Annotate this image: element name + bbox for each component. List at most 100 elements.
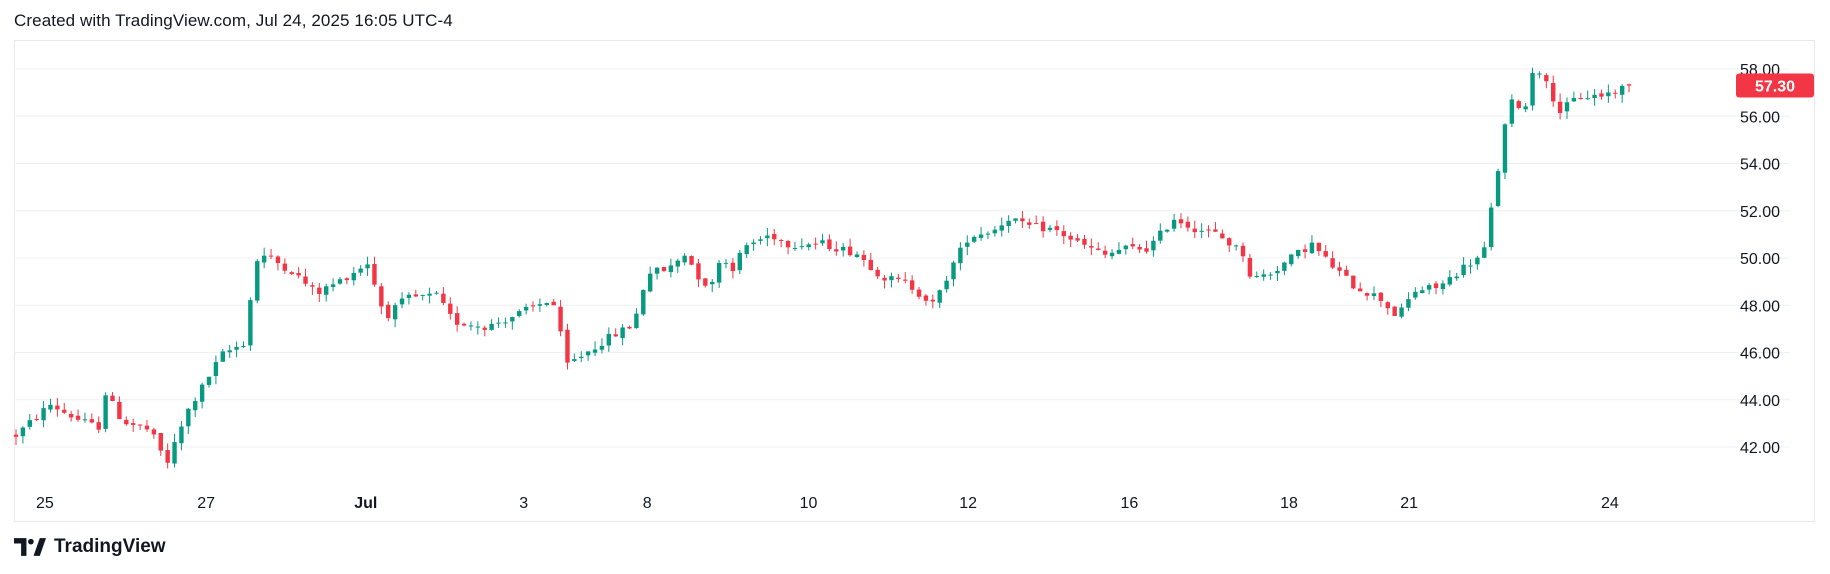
candle-body (1206, 229, 1211, 231)
candle-body (551, 301, 556, 306)
candle-body (62, 409, 67, 413)
candle-body (1371, 293, 1377, 296)
candle-body (1447, 277, 1453, 285)
candle-body (896, 277, 901, 279)
candle-body (1413, 291, 1418, 298)
candle-body (1406, 299, 1411, 308)
candle-body (875, 269, 880, 277)
candle-body (1592, 94, 1597, 99)
candle-body (1619, 85, 1625, 95)
candle-body (565, 329, 570, 363)
candle-body (799, 246, 805, 248)
candle-body (406, 294, 412, 298)
candle-body (1420, 290, 1425, 294)
candle-body (523, 307, 529, 311)
candle-body (1199, 230, 1204, 232)
candle-body (1557, 101, 1563, 114)
candle-body (854, 254, 860, 257)
candle-body (1433, 283, 1439, 289)
candle-body (296, 272, 301, 276)
candle-body (1523, 106, 1528, 110)
candle-body (785, 241, 791, 248)
candle-body (503, 322, 508, 324)
last-price-label: 57.30 (1755, 79, 1795, 96)
candle-body (765, 235, 770, 239)
candle-body (1599, 93, 1604, 97)
candle-body (137, 424, 143, 426)
candle-body (1482, 247, 1487, 258)
candle-body (1233, 245, 1239, 247)
x-tick-label: 24 (1601, 495, 1619, 512)
y-tick-label: 50.00 (1740, 251, 1780, 268)
candle-body (517, 311, 522, 317)
candle-body (482, 327, 487, 330)
candle-body (199, 384, 205, 402)
candle-body (992, 229, 998, 234)
candle-body (89, 419, 95, 423)
candle-body (944, 280, 949, 290)
candle-body (358, 268, 363, 273)
candle-body (1385, 302, 1390, 309)
candle-body (1096, 248, 1101, 250)
candle-body (751, 242, 756, 245)
candle-body (1034, 223, 1039, 225)
candle-body (82, 419, 88, 421)
candle-body (599, 345, 605, 350)
candle-body (261, 255, 267, 263)
candle-body (1185, 221, 1191, 228)
candle-body (1578, 98, 1583, 100)
candle-body (427, 293, 432, 296)
candle-body (1247, 257, 1253, 277)
candle-body (1606, 92, 1611, 97)
candle-body (1082, 238, 1087, 245)
candle-body (337, 279, 343, 284)
candle-body (806, 244, 811, 248)
candle-body (675, 260, 680, 267)
candle-body (730, 262, 736, 272)
candle-body (1351, 275, 1356, 289)
x-tick-label: 21 (1400, 495, 1418, 512)
candle-body (475, 326, 481, 328)
x-tick-label: 27 (197, 495, 215, 512)
candle-body (1571, 98, 1577, 102)
y-tick-label: 54.00 (1740, 157, 1780, 174)
candle-body (1275, 270, 1280, 274)
candle-body (827, 239, 832, 250)
candle-body (1261, 274, 1266, 277)
candle-body (558, 306, 563, 332)
tradingview-logo-icon (14, 538, 46, 556)
candle-body (985, 233, 991, 235)
candle-body (275, 256, 281, 264)
candle-body (1102, 250, 1108, 255)
candle-body (165, 450, 170, 463)
candle-body (1061, 231, 1066, 237)
candle-body (1151, 240, 1156, 251)
candle-body (737, 252, 742, 271)
candle-body (186, 408, 191, 427)
candle-body (1337, 267, 1342, 271)
candle-body (758, 239, 763, 241)
candle-body (1440, 283, 1446, 290)
candles (13, 67, 1632, 469)
footer-brand[interactable]: TradingView (14, 536, 166, 558)
candle-body (1309, 242, 1315, 254)
price-axis: 42.00 44.00 46.00 48.00 50.00 52.00 54.00 56.00… (1740, 62, 1780, 457)
candle-body (1192, 228, 1197, 233)
candle-body (965, 242, 970, 247)
candle-body (1509, 99, 1515, 124)
candle-body (909, 280, 915, 290)
candle-body (193, 401, 198, 411)
price-chart[interactable]: 42.00 44.00 46.00 48.00 50.00 52.00 54.00 56.00… (0, 0, 1830, 530)
candle-body (1378, 292, 1384, 301)
candle-body (620, 327, 625, 339)
candle-body (1289, 254, 1294, 265)
candle-body (999, 225, 1004, 231)
candle-body (234, 346, 239, 350)
candle-body (489, 323, 494, 330)
candle-body (310, 285, 315, 287)
candle-body (1130, 244, 1135, 247)
candle-body (48, 404, 53, 410)
candle-body (448, 303, 453, 314)
candle-body (744, 245, 749, 255)
candle-body (572, 359, 577, 361)
